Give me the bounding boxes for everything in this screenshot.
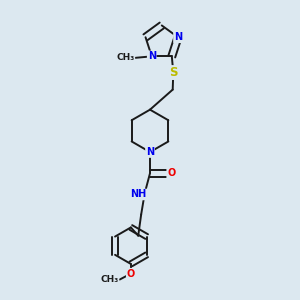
Text: CH₃: CH₃: [100, 275, 119, 284]
Text: N: N: [148, 51, 156, 61]
Text: O: O: [167, 168, 175, 178]
Text: N: N: [174, 32, 182, 42]
Text: NH: NH: [130, 190, 146, 200]
Text: CH₃: CH₃: [116, 53, 135, 62]
Text: S: S: [169, 66, 178, 79]
Text: N: N: [146, 147, 154, 157]
Text: O: O: [127, 269, 135, 279]
